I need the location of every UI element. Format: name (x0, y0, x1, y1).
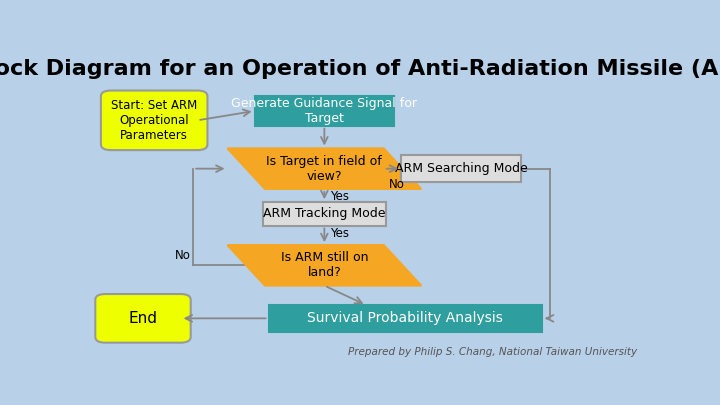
Polygon shape (228, 245, 421, 286)
Text: Yes: Yes (330, 227, 349, 240)
Text: ARM Tracking Mode: ARM Tracking Mode (263, 207, 386, 220)
FancyBboxPatch shape (95, 294, 191, 343)
Text: Yes: Yes (330, 190, 349, 203)
FancyBboxPatch shape (101, 91, 207, 150)
Text: End: End (128, 311, 158, 326)
Text: Generate Guidance Signal for
Target: Generate Guidance Signal for Target (231, 97, 418, 125)
Text: Is ARM still on
land?: Is ARM still on land? (281, 252, 368, 279)
FancyBboxPatch shape (263, 202, 386, 226)
FancyBboxPatch shape (401, 156, 521, 182)
FancyBboxPatch shape (269, 305, 542, 332)
Text: Start: Set ARM
Operational
Parameters: Start: Set ARM Operational Parameters (111, 99, 197, 142)
Polygon shape (228, 148, 421, 189)
Text: Prepared by Philip S. Chang, National Taiwan University: Prepared by Philip S. Chang, National Ta… (348, 347, 637, 357)
Text: Survival Probability Analysis: Survival Probability Analysis (307, 311, 503, 325)
Text: No: No (390, 178, 405, 191)
Text: ARM Searching Mode: ARM Searching Mode (395, 162, 528, 175)
Text: No: No (174, 249, 190, 262)
Text: Block Diagram for an Operation of Anti-Radiation Missile (ARM): Block Diagram for an Operation of Anti-R… (0, 59, 720, 79)
FancyBboxPatch shape (255, 96, 394, 126)
Text: Is Target in field of
view?: Is Target in field of view? (266, 155, 382, 183)
